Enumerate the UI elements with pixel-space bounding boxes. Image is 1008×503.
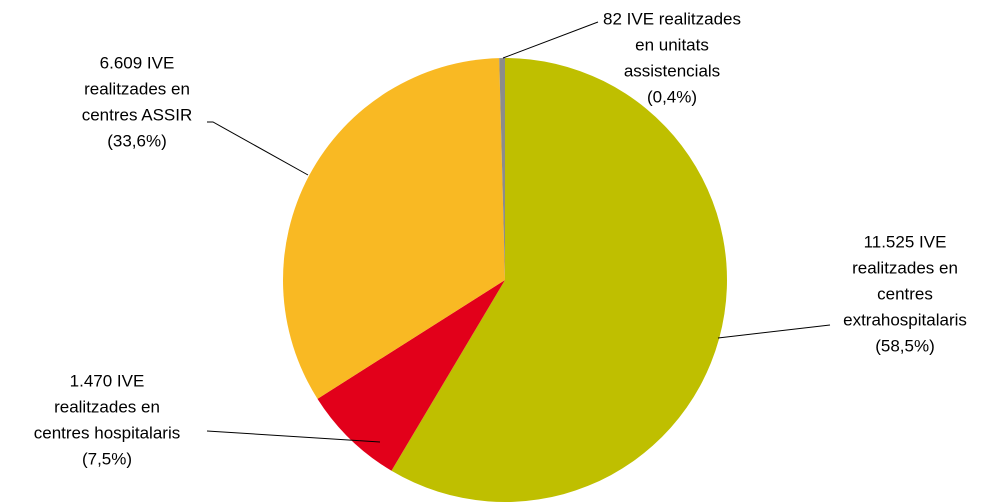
slice-label: en unitats: [635, 35, 709, 54]
slice-label: (58,5%): [875, 336, 935, 355]
slice-label: (0,4%): [647, 87, 697, 106]
pie-slice: [283, 58, 505, 399]
slice-label: realitzades en: [54, 397, 160, 416]
leader-line: [206, 430, 381, 443]
slice-label: assistencials: [624, 61, 720, 80]
slice-label: (33,6%): [107, 131, 167, 150]
pie: [283, 58, 727, 502]
slice-label: centres ASSIR: [82, 105, 193, 124]
slice-label: centres: [877, 284, 933, 303]
pie-slice: [499, 58, 505, 280]
slice-label: centres hospitalaris: [34, 423, 180, 442]
slice-label: 1.470 IVE: [70, 371, 145, 390]
slice-label: 82 IVE realitzades: [603, 9, 741, 28]
pie-slice: [391, 58, 727, 502]
slice-label: extrahospitalaris: [843, 310, 967, 329]
pie-slice: [317, 280, 505, 471]
leader-line: [207, 121, 309, 176]
leader-line: [502, 21, 599, 59]
slice-label: realitzades en: [84, 79, 190, 98]
slice-label: 6.609 IVE: [100, 53, 175, 72]
slice-label: (7,5%): [82, 449, 132, 468]
leader-line: [717, 324, 831, 339]
slice-label: 11.525 IVE: [864, 232, 947, 251]
slice-label: realitzades en: [852, 258, 958, 277]
